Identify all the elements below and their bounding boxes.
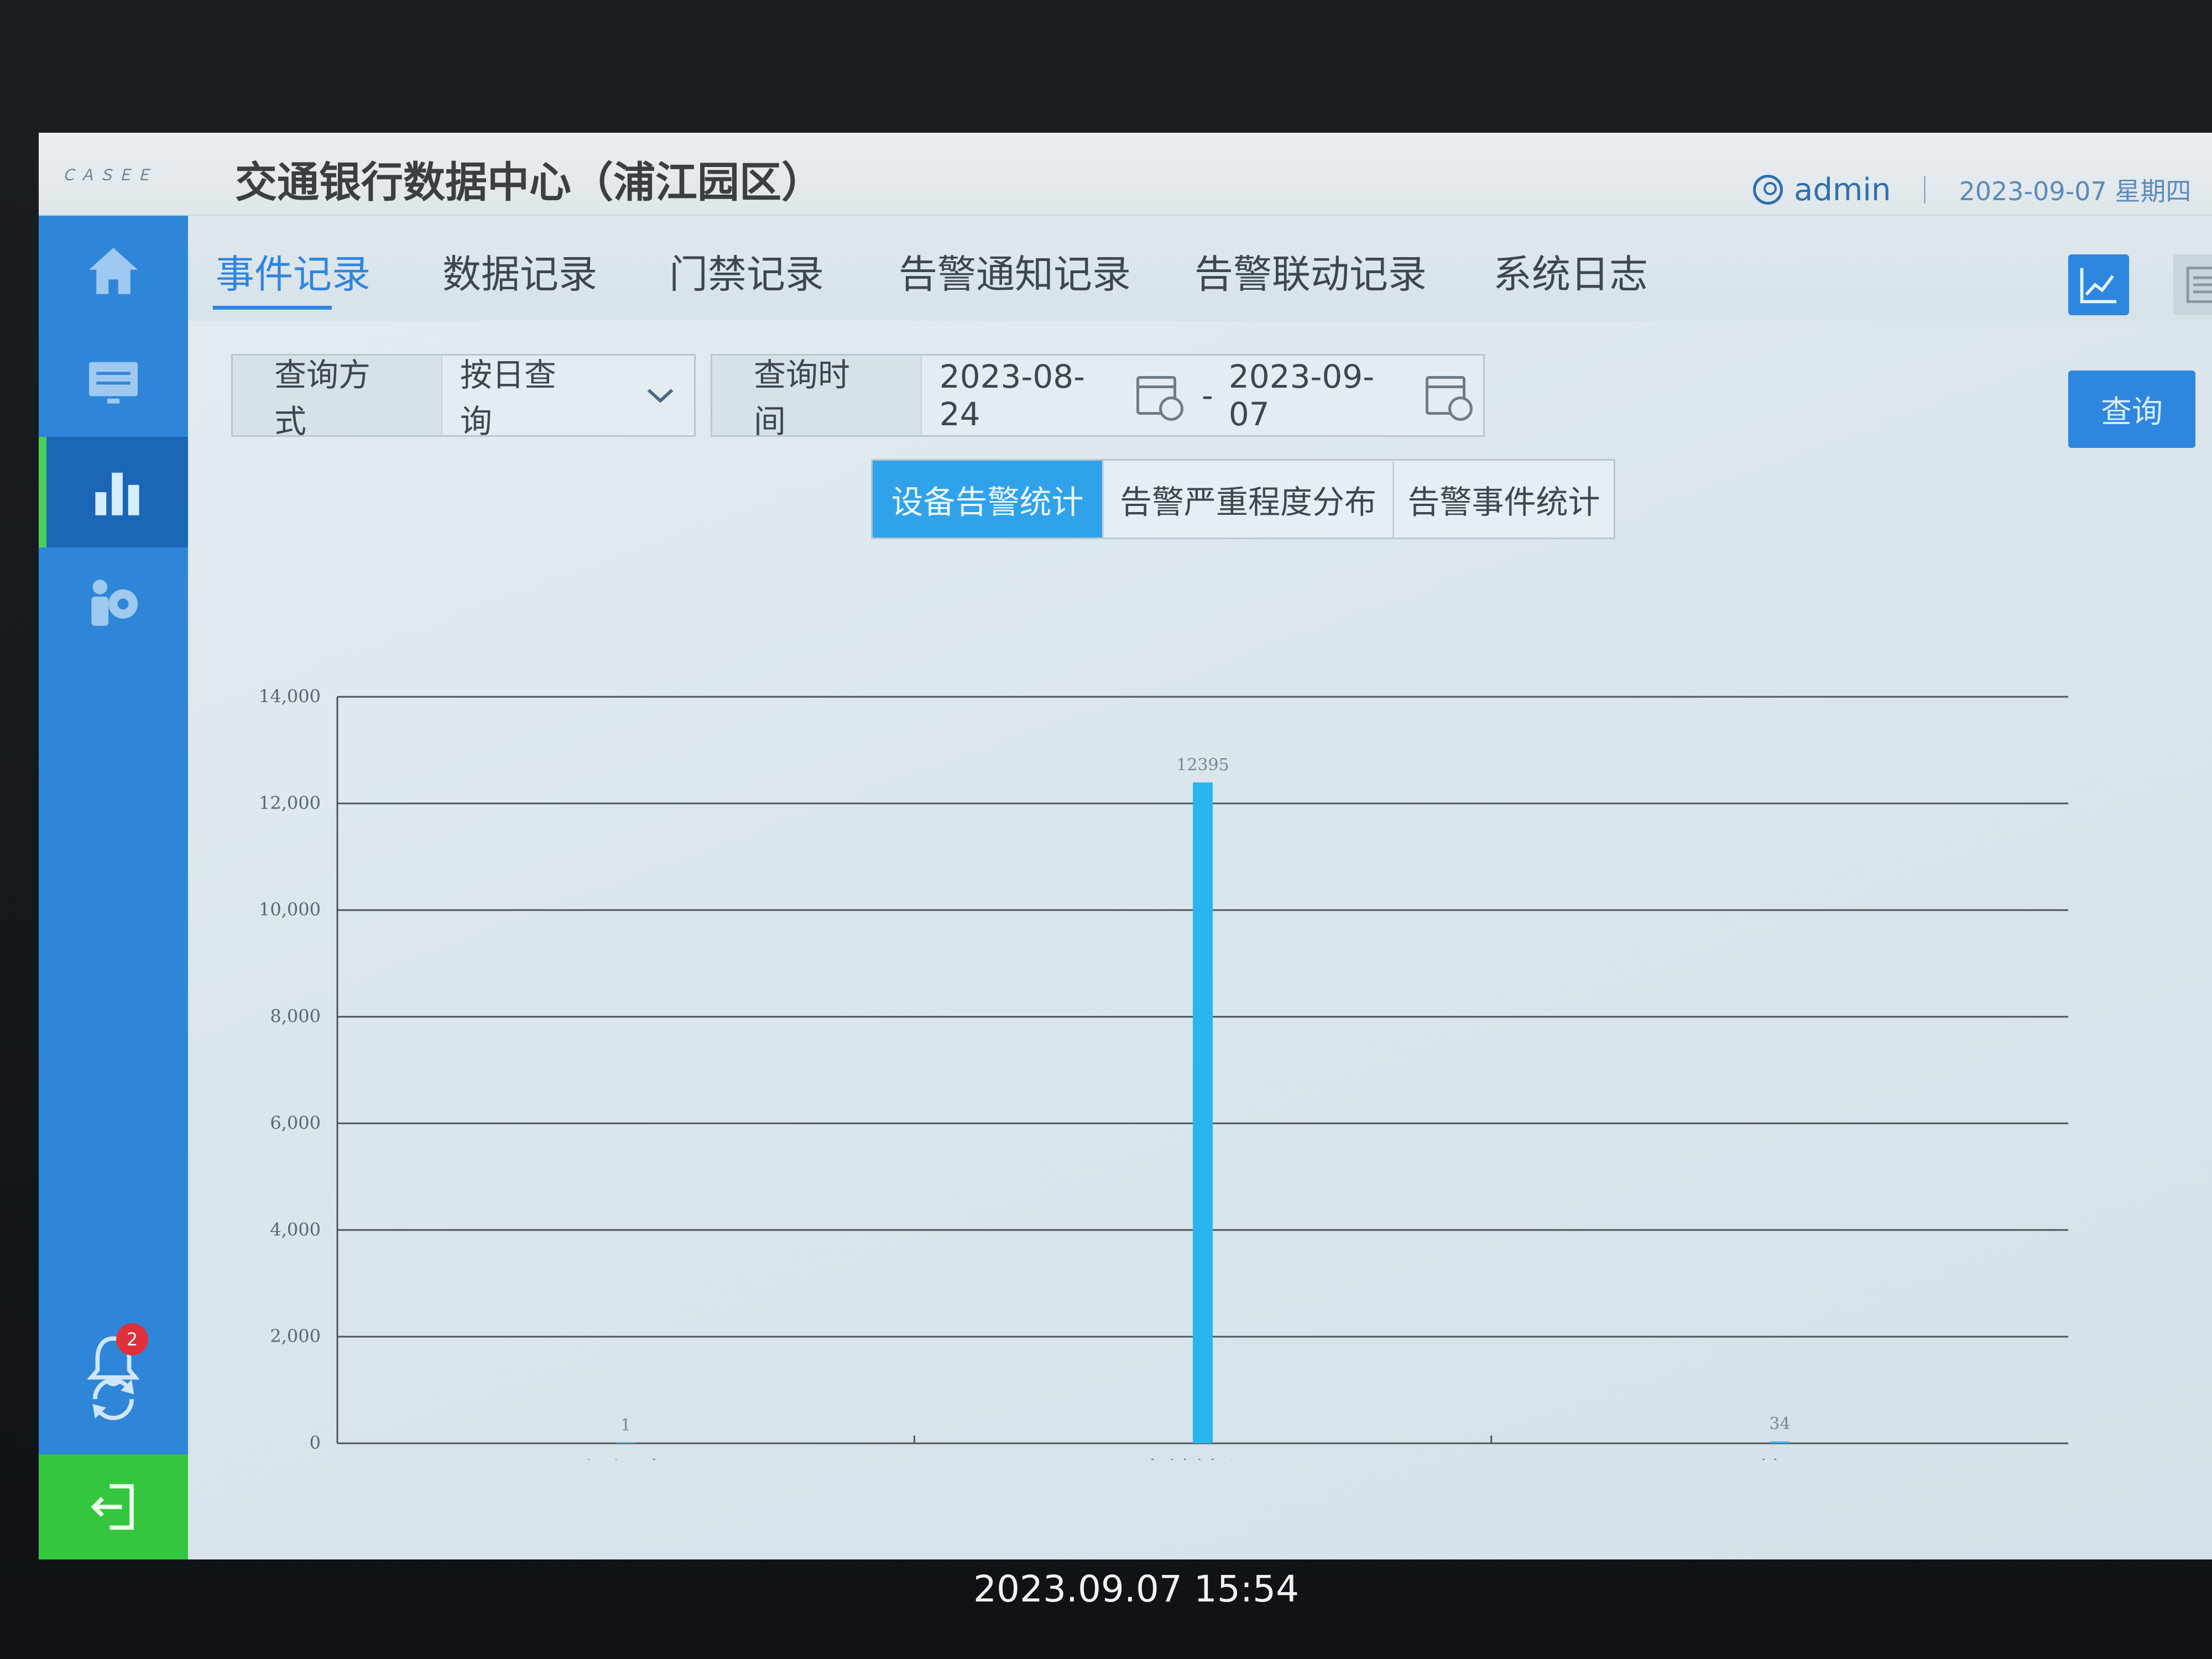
bar [1770, 1441, 1790, 1443]
calendar-icon[interactable] [1136, 376, 1184, 421]
list-view-button[interactable] [2173, 254, 2212, 315]
user-icon[interactable] [1753, 175, 1783, 205]
query-time-label: 查询时间 [712, 356, 922, 440]
sidebar-item-logout[interactable] [39, 1454, 188, 1559]
x-tick-label: 本地输入.. [1139, 1457, 1267, 1460]
subtab-device-alarm-stats[interactable]: 设备告警统计 [873, 461, 1102, 538]
x-tick-label: 温湿度 [585, 1457, 667, 1460]
tab-data-records[interactable]: 数据记录 [442, 252, 597, 297]
tab-event-records[interactable]: 事件记录 [216, 252, 371, 297]
sidebar-item-settings[interactable] [39, 547, 188, 658]
y-tick-label: 10,000 [259, 899, 321, 920]
subtab-alarm-severity[interactable]: 告警严重程度分布 [1102, 461, 1392, 538]
start-date-input[interactable]: 2023-08-24 [939, 358, 1086, 433]
refresh-icon [92, 1378, 134, 1420]
user-name[interactable]: admin [1794, 171, 1891, 208]
y-tick-label: 0 [310, 1432, 321, 1453]
query-mode-select[interactable]: 查询方式 按日查询 [231, 354, 696, 440]
y-tick-label: 2,000 [270, 1326, 321, 1347]
user-gear-icon [91, 580, 138, 626]
data-label: 1 [620, 1416, 631, 1435]
calendar-icon[interactable] [1425, 376, 1473, 421]
sidebar-item-home[interactable] [39, 216, 188, 326]
query-mode-value-wrap: 按日查询 [442, 349, 694, 442]
sidebar-item-notifications[interactable]: 2 [39, 1305, 188, 1416]
tab-alarm-notice-records[interactable]: 告警通知记录 [899, 252, 1131, 297]
query-mode-value: 按日查询 [460, 356, 556, 440]
line-chart-icon [2080, 268, 2116, 304]
monitor-icon [89, 362, 138, 404]
data-label: 12395 [1176, 755, 1229, 775]
data-label: 34 [1769, 1415, 1790, 1434]
chart-type-tabs: 设备告警统计 告警严重程度分布 告警事件统计 [871, 459, 1615, 539]
logout-icon [91, 1484, 134, 1530]
sidebar-item-monitor[interactable] [39, 326, 188, 437]
top-bar: ＣＡＳＥＥ 交通银行数据中心（浦江园区） admin 2023-09-07 星期… [39, 133, 2212, 216]
tab-bar: 事件记录 数据记录 门禁记录 告警通知记录 告警联动记录 系统日志 [188, 216, 2212, 321]
y-tick-label: 8,000 [270, 1006, 321, 1027]
y-tick-label: 6,000 [270, 1112, 321, 1133]
bar [1193, 782, 1213, 1443]
bar-chart: 0 2,000 4,000 6,000 8,000 10,000 12,000 14,000 1… [221, 630, 2129, 1460]
brand-logo: ＣＡＳＥＥ [61, 166, 155, 184]
sidebar: 2 [39, 216, 188, 1559]
active-tab-indicator [213, 306, 332, 310]
notification-badge: 2 [116, 1323, 148, 1355]
user-area: admin 2023-09-07 星期四 [1753, 171, 2191, 208]
divider [1924, 176, 1926, 204]
query-mode-label: 查询方式 [233, 356, 442, 440]
bar-chart-icon [95, 472, 139, 515]
date-range-wrap: 2023-08-24 - 2023-09-07 [922, 358, 1483, 433]
date-separator: - [1201, 377, 1213, 414]
photo-timestamp: 2023.09.07 15:54 [973, 1568, 1300, 1610]
y-tick-label: 12,000 [259, 792, 321, 813]
app-title: 交通银行数据中心（浦江园区） [235, 158, 823, 207]
tab-alarm-linkage-records[interactable]: 告警联动记录 [1194, 252, 1427, 297]
y-tick-label: 14,000 [259, 686, 321, 707]
query-button[interactable]: 查询 [2068, 371, 2195, 448]
current-date: 2023-09-07 星期四 [1959, 176, 2192, 206]
sidebar-item-statistics[interactable] [39, 437, 188, 547]
tab-system-log[interactable]: 系统日志 [1493, 252, 1648, 297]
app-screen: ＣＡＳＥＥ 交通银行数据中心（浦江园区） admin 2023-09-07 星期… [39, 133, 2212, 1559]
bell-icon: 2 [83, 1323, 148, 1391]
x-tick-label: IO管理.. [1728, 1457, 1831, 1460]
chevron-down-icon [647, 389, 674, 403]
chart-svg: 0 2,000 4,000 6,000 8,000 10,000 12,000 14,000 1… [259, 686, 2068, 1460]
list-icon [2186, 267, 2212, 303]
chart-view-button[interactable] [2068, 254, 2129, 315]
end-date-input[interactable]: 2023-09-07 [1228, 358, 1375, 433]
tab-access-records[interactable]: 门禁记录 [669, 252, 824, 297]
home-icon [89, 248, 138, 294]
sidebar-item-refresh[interactable] [39, 1344, 188, 1454]
subtab-alarm-event-stats[interactable]: 告警事件统计 [1392, 461, 1614, 538]
y-tick-label: 4,000 [270, 1219, 321, 1240]
query-time-range: 查询时间 2023-08-24 - 2023-09-07 [711, 354, 1485, 440]
